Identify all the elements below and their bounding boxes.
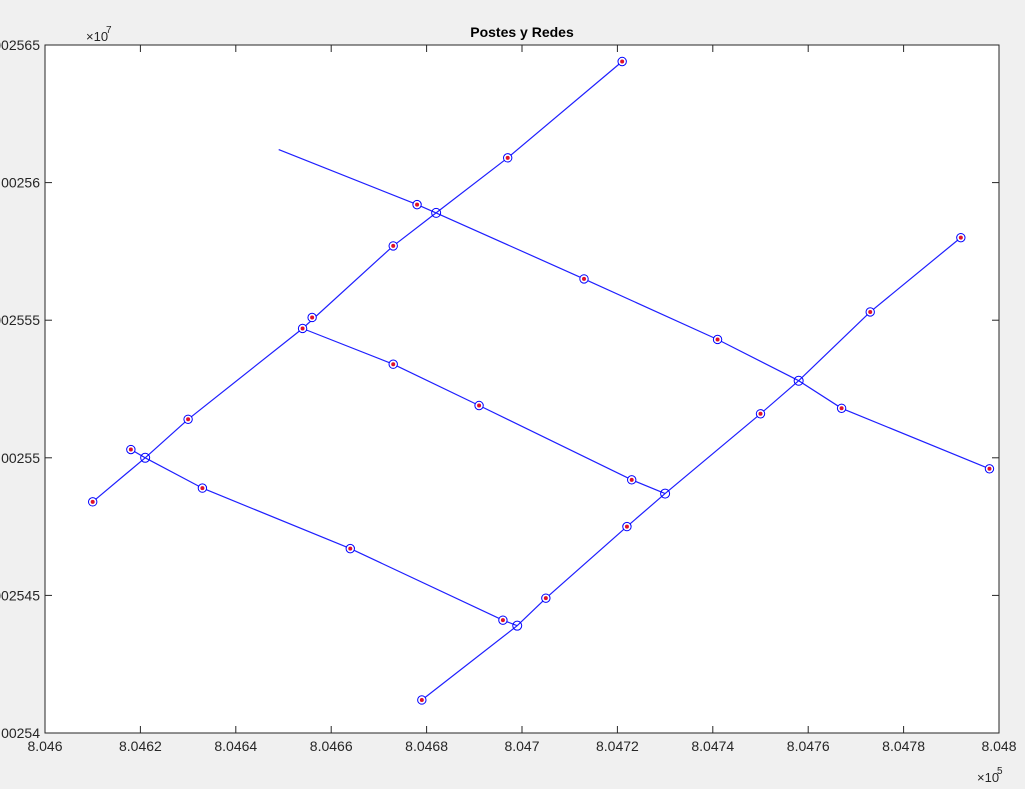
pole-dot	[300, 326, 305, 331]
y-exponent-base: ×10	[86, 29, 108, 44]
x-tick-label: 8.0466	[310, 738, 353, 754]
network-line-1	[92, 61, 623, 503]
x-tick-label: 8.0468	[405, 738, 448, 754]
pole-marker-6	[307, 312, 317, 323]
x-tick-label: 8.0478	[882, 738, 925, 754]
pole-marker-21	[755, 409, 766, 419]
pole-dot	[715, 337, 720, 342]
y-tick-label: 1.002555	[0, 312, 40, 328]
y-tick-label: 1.00256	[0, 175, 40, 191]
pole-dot	[629, 477, 634, 482]
pole-marker-2	[126, 444, 136, 455]
pole-dot	[987, 466, 992, 471]
y-exponent-power: 7	[106, 25, 112, 36]
x-tick-label: 8.0476	[787, 738, 830, 754]
pole-dot	[477, 403, 482, 408]
pole-dot	[391, 362, 396, 367]
y-tick-label: 1.00255	[0, 450, 40, 466]
pole-marker-9	[388, 359, 398, 369]
pole-marker-18	[622, 521, 632, 532]
pole-dot	[310, 315, 315, 320]
pole-marker-22	[836, 403, 847, 413]
y-tick-label: 1.002565	[0, 37, 40, 53]
x-tick-label: 8.0474	[691, 738, 734, 754]
pole-marker-15	[541, 593, 551, 603]
junction-marker-1	[140, 452, 151, 463]
y-exponent: ×10 7	[86, 25, 112, 44]
pole-dot	[200, 486, 205, 491]
pole-marker-13	[498, 615, 508, 625]
pole-dot	[391, 243, 396, 248]
y-tick-label: 1.002545	[0, 587, 40, 603]
pole-dot	[186, 417, 191, 422]
pole-dot	[90, 499, 95, 504]
x-tick-label: 8.0472	[596, 738, 639, 754]
junction-marker-5	[793, 375, 804, 386]
pole-dot	[348, 546, 353, 551]
pole-marker-5	[297, 323, 308, 334]
pole-marker-23	[865, 307, 875, 317]
pole-marker-8	[388, 241, 398, 251]
pole-marker-24	[956, 232, 966, 243]
x-tick-label: 8.046	[27, 738, 62, 754]
plot-layer	[88, 56, 995, 705]
pole-marker-10	[412, 199, 422, 210]
x-exponent: ×10 5	[977, 766, 1003, 785]
x-exponent-base: ×10	[977, 770, 999, 785]
pole-dot	[624, 524, 629, 529]
pole-dot	[582, 276, 587, 281]
pole-dot	[839, 406, 844, 411]
pole-marker-11	[417, 695, 427, 705]
y-tick-label: 1.00254	[0, 725, 40, 741]
junction-marker-4	[660, 488, 671, 499]
pole-dot	[505, 155, 510, 160]
pole-marker-4	[197, 483, 208, 493]
pole-marker-7	[345, 543, 355, 554]
pole-dot	[415, 202, 420, 207]
pole-dot	[500, 618, 505, 623]
junction-marker-2	[431, 207, 442, 218]
chart-title: Postes y Redes	[470, 24, 574, 40]
pole-marker-25	[984, 464, 995, 474]
x-tick-label: 8.0464	[214, 738, 257, 754]
pole-dot	[958, 235, 963, 240]
pole-marker-20	[712, 334, 723, 345]
pole-dot	[868, 309, 873, 314]
pole-dot	[543, 596, 548, 601]
x-exponent-power: 5	[997, 766, 1003, 777]
pole-dot	[128, 447, 133, 452]
pole-marker-17	[617, 56, 627, 67]
pole-marker-16	[579, 274, 589, 284]
pole-marker-19	[627, 475, 637, 485]
tick-layer: 8.046 8.0462 8.0464 8.0466 8.0468 8.047 8.0472…	[0, 37, 1017, 754]
pole-marker-1	[88, 497, 98, 507]
network-line-5	[421, 237, 962, 701]
axes-area[interactable]	[44, 44, 1000, 734]
pole-dot	[419, 697, 424, 702]
pole-marker-12	[474, 400, 484, 411]
x-tick-label: 8.048	[981, 738, 1016, 754]
junction-marker-3	[512, 620, 523, 631]
pole-marker-3	[183, 414, 193, 424]
pole-dot	[758, 411, 763, 416]
x-tick-label: 8.0462	[119, 738, 162, 754]
x-tick-label: 8.047	[504, 738, 539, 754]
pole-marker-14	[502, 153, 513, 163]
pole-dot	[620, 59, 625, 64]
